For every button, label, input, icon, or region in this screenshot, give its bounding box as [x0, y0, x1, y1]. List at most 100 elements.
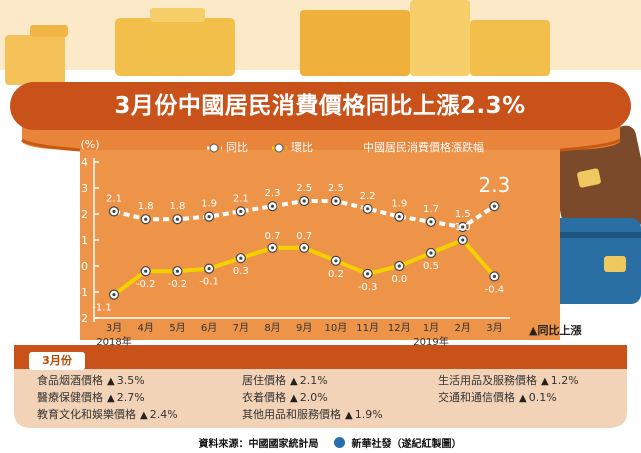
x-tick-label: 12月: [388, 322, 411, 334]
breakdown-item: 衣着價格 ▲ 2.0%: [242, 391, 328, 404]
data-point-center: [302, 199, 306, 203]
data-label: 1.9: [391, 199, 407, 210]
data-point-center: [302, 246, 306, 250]
data-point-center: [112, 293, 116, 297]
y-tick-label: -2: [77, 312, 88, 325]
data-point-center: [461, 225, 465, 229]
data-point-center: [492, 274, 496, 278]
data-point-center: [492, 204, 496, 208]
data-label: 1.5: [455, 209, 471, 220]
y-tick-label: -1: [77, 286, 88, 299]
data-label: -0.2: [168, 279, 188, 290]
x-tick-label: 9月: [296, 322, 312, 334]
breakdown-header-band: [14, 345, 627, 369]
y-axis-label: (%): [80, 138, 99, 151]
data-label: 2.5: [328, 183, 344, 194]
gold-blocks-decoration: [0, 0, 641, 85]
chart-subtitle: 中國居民消費價格漲跌幅: [363, 141, 484, 154]
data-point-center: [366, 207, 370, 211]
data-point-center: [144, 217, 148, 221]
breakdown-item: 其他用品和服務價格 ▲ 1.9%: [242, 408, 383, 421]
data-label: 2.3: [478, 173, 510, 197]
y-tick-label: 1: [81, 234, 88, 247]
breakdown-item: 生活用品及服務價格 ▲ 1.2%: [438, 374, 579, 387]
legend-label-mom: 環比: [291, 141, 313, 154]
x-tick-label: 4月: [138, 322, 154, 334]
data-label: 1.9: [201, 199, 217, 210]
y-tick-label: 3: [81, 182, 88, 195]
data-point-center: [175, 269, 179, 273]
x-year-label: 2018年: [96, 335, 131, 348]
data-label: -0.3: [358, 282, 378, 293]
data-point-center: [144, 269, 148, 273]
source-text: 資料來源：中國國家統計局: [198, 439, 319, 450]
x-tick-label: 11月: [356, 322, 379, 334]
x-tick-label: 3月: [106, 322, 122, 334]
data-label: 0.7: [296, 231, 312, 242]
data-point-center: [270, 246, 275, 250]
data-label: 1.8: [169, 201, 185, 212]
breakdown-item: 交通和通信價格 ▲ 0.1%: [438, 391, 557, 404]
y-tick-label: 2: [81, 208, 88, 221]
x-tick-label: 1月: [423, 322, 439, 334]
data-point-center: [461, 238, 465, 242]
data-label: 2.1: [106, 193, 122, 204]
x-tick-label: 3月: [486, 322, 502, 334]
source-line: 資料來源：中國國家統計局 新華社發（遂紀紅製圖）: [130, 435, 530, 450]
breakdown-item: 居住價格 ▲ 2.1%: [242, 374, 328, 387]
data-point-center: [270, 204, 275, 208]
axes: 4 3 2 1 0 -1 -2 (%) 3月 4月 5月 6月 7月 8月 9月 10月 11月 12月 1月 2月 3…: [77, 138, 510, 348]
data-label: 0.5: [423, 261, 439, 272]
data-point-center: [429, 251, 433, 255]
page-title: 3月份中國居民消費價格同比上漲2.3%: [114, 93, 526, 119]
plot-area: [80, 150, 560, 340]
series: 2.1 1.8 1.8 1.9 2.1 2.3 2.5 2.5 2.2 1.9 1.7 1.5 2.3 -…: [92, 173, 510, 313]
data-point-center: [207, 267, 211, 271]
data-label: -0.2: [136, 279, 156, 290]
data-point-center: [397, 264, 401, 268]
breakdown-label: 3月份: [29, 352, 85, 370]
x-tick-label: 2月: [455, 322, 471, 334]
data-point-center: [366, 272, 370, 276]
data-label: 0.3: [233, 266, 249, 277]
x-tick-label: 10月: [325, 322, 348, 334]
x-tick-label: 7月: [233, 322, 249, 334]
legend-label-yoy: 同比: [226, 141, 248, 154]
data-point-center: [239, 209, 243, 213]
data-point-center: [112, 209, 116, 213]
data-label: 2.3: [265, 188, 281, 199]
data-point-center: [429, 220, 433, 224]
data-label: 2.2: [360, 191, 376, 202]
data-point-center: [334, 199, 338, 203]
title-band: [10, 82, 631, 130]
xinhua-logo-icon: [334, 437, 345, 448]
data-label: 0.7: [265, 231, 281, 242]
legend: [207, 143, 287, 153]
yoy-rise-badge: ▲同比上漲: [529, 324, 582, 337]
x-year-label: 2019年: [413, 335, 448, 348]
x-tick-label: 8月: [264, 322, 280, 334]
credit-text: 新華社發（遂紀紅製圖）: [351, 439, 462, 450]
data-label: 2.5: [296, 183, 312, 194]
y-tick-label: 4: [81, 156, 88, 169]
data-label: 2.1: [233, 193, 249, 204]
credit-cards-decoration: [545, 125, 641, 304]
data-point-center: [239, 256, 243, 260]
data-label: 1.8: [138, 201, 154, 212]
x-tick-label: 6月: [201, 322, 217, 334]
data-label: 0.2: [328, 269, 344, 280]
data-label: 1.7: [423, 204, 439, 215]
breakdown-item: 教育文化和娛樂價格 ▲ 2.4%: [37, 408, 178, 421]
data-label: 0.0: [391, 274, 407, 285]
y-tick-label: 0: [81, 260, 88, 273]
breakdown-item: 食品烟酒價格 ▲ 3.5%: [37, 374, 145, 387]
x-tick-label: 5月: [169, 322, 185, 334]
data-label: -1.1: [92, 303, 112, 314]
data-point-center: [334, 259, 338, 263]
data-point-center: [397, 215, 401, 219]
breakdown-item: 醫療保健價格 ▲ 2.7%: [37, 391, 145, 404]
data-point-center: [207, 215, 211, 219]
data-label: -0.1: [199, 277, 219, 288]
